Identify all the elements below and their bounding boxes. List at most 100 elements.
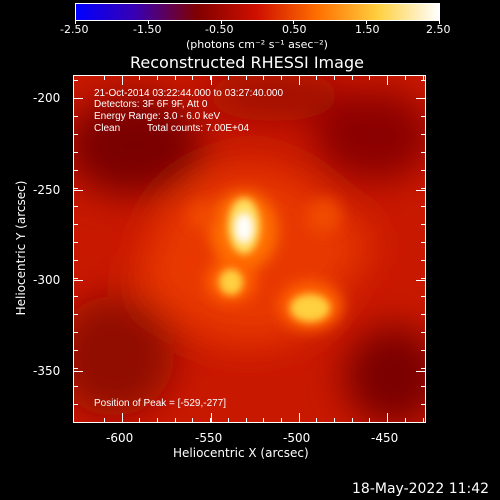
axis-tick: [369, 75, 370, 80]
axis-tick: [281, 75, 282, 80]
axis-tick: [316, 75, 317, 80]
cb-tick-label: 2.50: [426, 23, 451, 36]
axis-tick: [175, 418, 176, 423]
axis-tick: [421, 296, 426, 297]
timestamp: 18-May-2022 11:42: [352, 481, 490, 497]
axis-tick: [263, 418, 264, 423]
x-tick-label: -600: [106, 431, 134, 445]
cb-tick-label: -2.50: [60, 23, 89, 36]
y-tick-label: -300: [33, 273, 61, 287]
axis-tick: [421, 134, 426, 135]
axis-tick: [421, 386, 426, 387]
y-tick-label: -250: [33, 183, 61, 197]
axis-tick: [122, 75, 123, 85]
axis-tick: [423, 418, 424, 423]
axis-tick: [210, 75, 211, 80]
axis-tick: [73, 260, 78, 261]
y-tick-label: -350: [33, 364, 61, 378]
axis-tick: [263, 75, 264, 80]
axis-tick: [421, 80, 426, 81]
axis-tick: [157, 418, 158, 423]
cb-tick-label: 1.50: [355, 23, 380, 36]
axis-tick: [192, 75, 193, 80]
y-axis-label: Heliocentric Y (arcsec): [14, 180, 28, 316]
axis-tick: [421, 368, 426, 369]
axis-tick: [421, 170, 426, 171]
axis-tick: [421, 188, 426, 189]
axis-tick: [73, 422, 78, 423]
axis-tick: [246, 75, 247, 80]
axis-tick: [421, 152, 426, 153]
axis-tick: [73, 80, 78, 81]
axis-tick: [299, 75, 300, 85]
axis-tick: [334, 75, 335, 80]
axis-tick: [405, 75, 406, 80]
axis-tick: [210, 418, 211, 423]
axis-tick: [421, 224, 426, 225]
axis-tick: [73, 170, 78, 171]
axis-tick: [104, 75, 105, 80]
axis-tick: [73, 134, 78, 135]
axis-tick: [421, 98, 426, 99]
axis-tick: [157, 75, 158, 80]
peak-position-label: Position of Peak = [-529,-277]: [94, 398, 227, 409]
axis-tick: [73, 190, 83, 191]
axis-tick: [421, 314, 426, 315]
axis-tick: [246, 418, 247, 423]
axis-tick: [421, 332, 426, 333]
axis-tick: [352, 75, 353, 80]
colorbar-tick: [75, 21, 76, 24]
axis-tick: [387, 418, 388, 423]
axis-tick: [122, 75, 123, 80]
axis-tick: [421, 116, 426, 117]
axis-tick: [228, 75, 229, 80]
flare-image: [74, 76, 425, 422]
axis-tick: [421, 242, 426, 243]
axis-tick: [211, 413, 212, 423]
axis-tick: [387, 75, 388, 85]
axis-tick: [73, 404, 78, 405]
axis-tick: [352, 418, 353, 423]
axis-tick: [334, 418, 335, 423]
info-line-1: 21-Oct-2014 03:22:44.000 to 03:27:40.000: [94, 88, 284, 99]
axis-tick: [73, 278, 78, 279]
axis-tick: [122, 418, 123, 423]
axis-tick: [73, 386, 78, 387]
axis-tick: [281, 418, 282, 423]
axis-tick: [421, 278, 426, 279]
axis-tick: [316, 418, 317, 423]
cb-tick-label: 0.50: [282, 23, 307, 36]
axis-tick: [405, 418, 406, 423]
axis-tick: [73, 188, 78, 189]
axis-tick: [73, 224, 78, 225]
colorbar-tick: [220, 21, 222, 24]
colorbar-tick: [439, 21, 440, 24]
axis-tick: [416, 371, 426, 372]
axis-tick: [421, 350, 426, 351]
axis-tick: [73, 152, 78, 153]
cb-tick-label: -0.50: [205, 23, 234, 36]
axis-tick: [192, 418, 193, 423]
axis-tick: [73, 98, 83, 99]
axis-tick: [421, 404, 426, 405]
axis-tick: [423, 75, 424, 80]
axis-tick: [73, 371, 83, 372]
axis-tick: [421, 206, 426, 207]
axis-tick: [421, 422, 426, 423]
axis-tick: [369, 418, 370, 423]
colorbar: [75, 3, 440, 21]
axis-tick: [104, 418, 105, 423]
axis-tick: [211, 75, 212, 85]
axis-tick: [73, 242, 78, 243]
cb-tick-label: -1.50: [133, 23, 162, 36]
colorbar-tick: [293, 21, 295, 24]
colorbar-unit-label: (photons cm⁻² s⁻¹ asec⁻²): [186, 38, 328, 51]
image-title: Reconstructed RHESSI Image: [130, 53, 364, 72]
axis-tick: [139, 75, 140, 80]
info-line-2: Detectors: 3F 6F 9F, Att 0: [94, 99, 208, 110]
axis-tick: [73, 314, 78, 315]
info-line-3: Energy Range: 3.0 - 6.0 keV: [94, 111, 221, 122]
axis-tick: [228, 418, 229, 423]
axis-tick: [139, 418, 140, 423]
axis-tick: [73, 206, 78, 207]
